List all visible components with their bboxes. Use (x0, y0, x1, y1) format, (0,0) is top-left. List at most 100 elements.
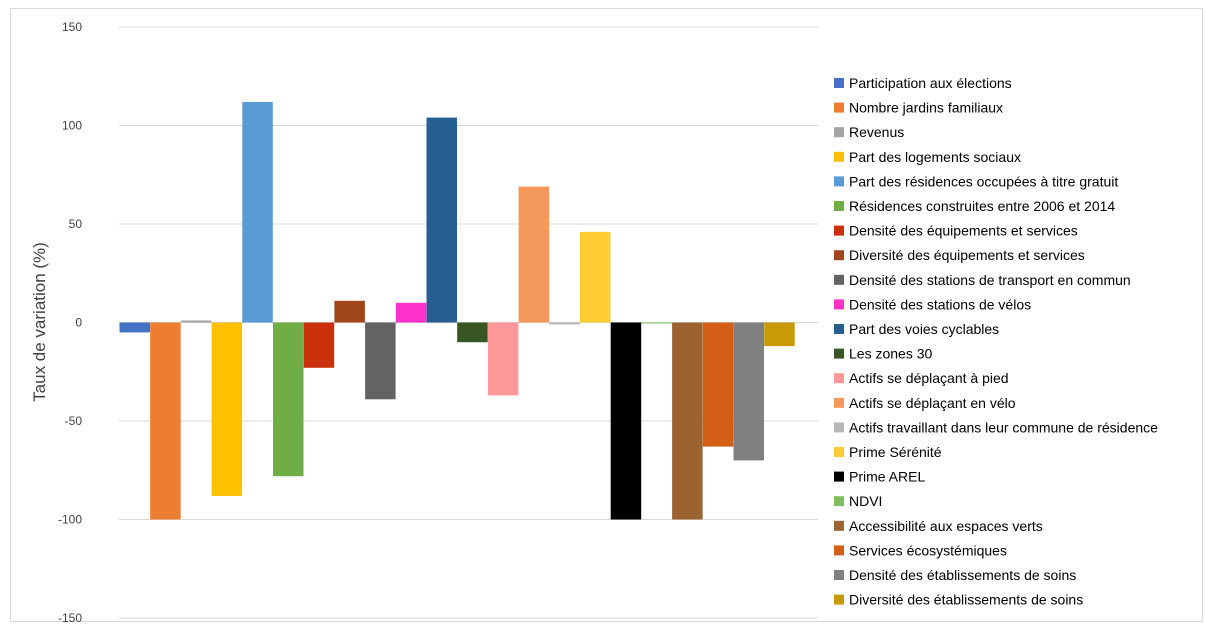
legend-label: Prime Sérénité (849, 444, 942, 460)
legend-label: Actifs se déplaçant en vélo (849, 395, 1016, 411)
legend-swatch (834, 594, 844, 605)
bar (764, 322, 795, 347)
bar (303, 322, 335, 368)
legend-swatch (834, 250, 844, 261)
legend-item: Densité des stations de transport en com… (834, 272, 1131, 288)
bar (426, 117, 457, 323)
bar (395, 302, 427, 323)
legend-label: Part des logements sociaux (849, 149, 1021, 165)
legend-label: Les zones 30 (849, 346, 932, 362)
bars (119, 101, 795, 520)
legend-label: Revenus (849, 124, 904, 140)
bar (119, 322, 150, 333)
y-tick-label: 0 (75, 316, 82, 330)
legend-item: Nombre jardins familiaux (834, 100, 1003, 116)
legend-label: Services écosystémiques (849, 542, 1007, 558)
legend-label: Prime AREL (849, 469, 925, 485)
legend-label: Accessibilité aux espaces verts (849, 518, 1043, 534)
legend-item: Actifs se déplaçant à pied (834, 370, 1009, 386)
legend-swatch (834, 225, 844, 236)
y-tick-label: -150 (58, 611, 82, 625)
legend-swatch (834, 324, 844, 334)
legend-item: NDVI (834, 493, 882, 509)
bar (641, 322, 672, 324)
bar (365, 322, 396, 400)
legend-swatch (834, 447, 844, 457)
legend-item: Revenus (834, 124, 904, 140)
bar (549, 322, 580, 325)
legend-item: Services écosystémiques (834, 542, 1007, 558)
legend-swatch (834, 373, 844, 384)
legend-swatch (834, 496, 844, 507)
y-tick-label: 100 (62, 119, 82, 133)
legend-swatch (834, 78, 844, 88)
legend-item: Accessibilité aux espaces verts (834, 518, 1043, 534)
legend-item: Actifs se déplaçant en vélo (834, 395, 1016, 411)
bar (610, 322, 642, 520)
legend-item: Densité des stations de vélos (834, 296, 1031, 312)
legend-label: Actifs travaillant dans leur commune de … (849, 419, 1158, 435)
legend-swatch (834, 545, 844, 556)
y-tick-label: 150 (62, 20, 82, 34)
legend-item: Résidences construites entre 2006 et 201… (834, 198, 1115, 214)
y-tick-label: -100 (58, 513, 82, 527)
legend-item: Densité des établissements de soins (834, 567, 1076, 583)
legend-item: Diversité des établissements de soins (834, 592, 1083, 608)
bar (672, 322, 703, 520)
legend-label: Part des voies cyclables (849, 321, 999, 337)
legend-swatch (834, 299, 844, 310)
legend-label: Densité des établissements de soins (849, 567, 1076, 583)
legend-label: Densité des stations de transport en com… (849, 272, 1131, 288)
legend-swatch (834, 201, 844, 211)
legend-label: Densité des stations de vélos (849, 296, 1031, 312)
legend-swatch (834, 397, 844, 408)
legend-swatch (834, 471, 844, 482)
bar (702, 322, 734, 447)
legend-label: Actifs se déplaçant à pied (849, 370, 1009, 386)
bar (457, 322, 488, 343)
legend-swatch (834, 102, 844, 113)
y-tick-label: 50 (69, 217, 83, 231)
legend-item: Part des logements sociaux (834, 149, 1021, 165)
y-axis-tick-labels: 150 100 50 0 -50 -100 -150 (58, 20, 82, 625)
legend-label: Nombre jardins familiaux (849, 100, 1003, 116)
bar (180, 320, 212, 323)
bar (273, 322, 304, 477)
legend-item: Prime Sérénité (834, 444, 942, 460)
bar (487, 322, 519, 396)
bar (242, 101, 273, 323)
legend-label: Diversité des établissements de soins (849, 592, 1083, 608)
legend-label: Résidences construites entre 2006 et 201… (849, 198, 1115, 214)
legend-label: Participation aux élections (849, 75, 1012, 91)
bar (580, 231, 611, 323)
legend-swatch (834, 570, 844, 580)
legend-item: Les zones 30 (834, 346, 932, 362)
legend-swatch (834, 176, 844, 187)
legend-item: Diversité des équipements et services (834, 247, 1085, 263)
y-tick-label: -50 (65, 414, 83, 428)
bar (518, 186, 550, 323)
legend-item: Densité des équipements et services (834, 223, 1078, 239)
legend-item: Actifs travaillant dans leur commune de … (834, 419, 1158, 435)
legend-item: Part des résidences occupées à titre gra… (834, 173, 1118, 189)
legend-label: Densité des équipements et services (849, 223, 1078, 239)
legend-item: Participation aux élections (834, 75, 1012, 91)
legend-swatch (834, 520, 844, 531)
legend-swatch (834, 422, 844, 433)
legend-label: Diversité des équipements et services (849, 247, 1085, 263)
bar (334, 300, 365, 323)
y-axis-title: Taux de variation (%) (30, 242, 49, 402)
legend-label: Part des résidences occupées à titre gra… (849, 173, 1118, 189)
legend-label: NDVI (849, 493, 882, 509)
legend: Participation aux élections Nombre jardin… (834, 75, 1158, 608)
bar (733, 322, 764, 461)
chart-frame (10, 8, 1203, 622)
legend-swatch (834, 348, 844, 359)
legend-swatch (834, 151, 844, 162)
legend-item: Prime AREL (834, 469, 925, 485)
bar (150, 322, 181, 520)
legend-swatch (834, 127, 844, 138)
bar (211, 322, 243, 496)
